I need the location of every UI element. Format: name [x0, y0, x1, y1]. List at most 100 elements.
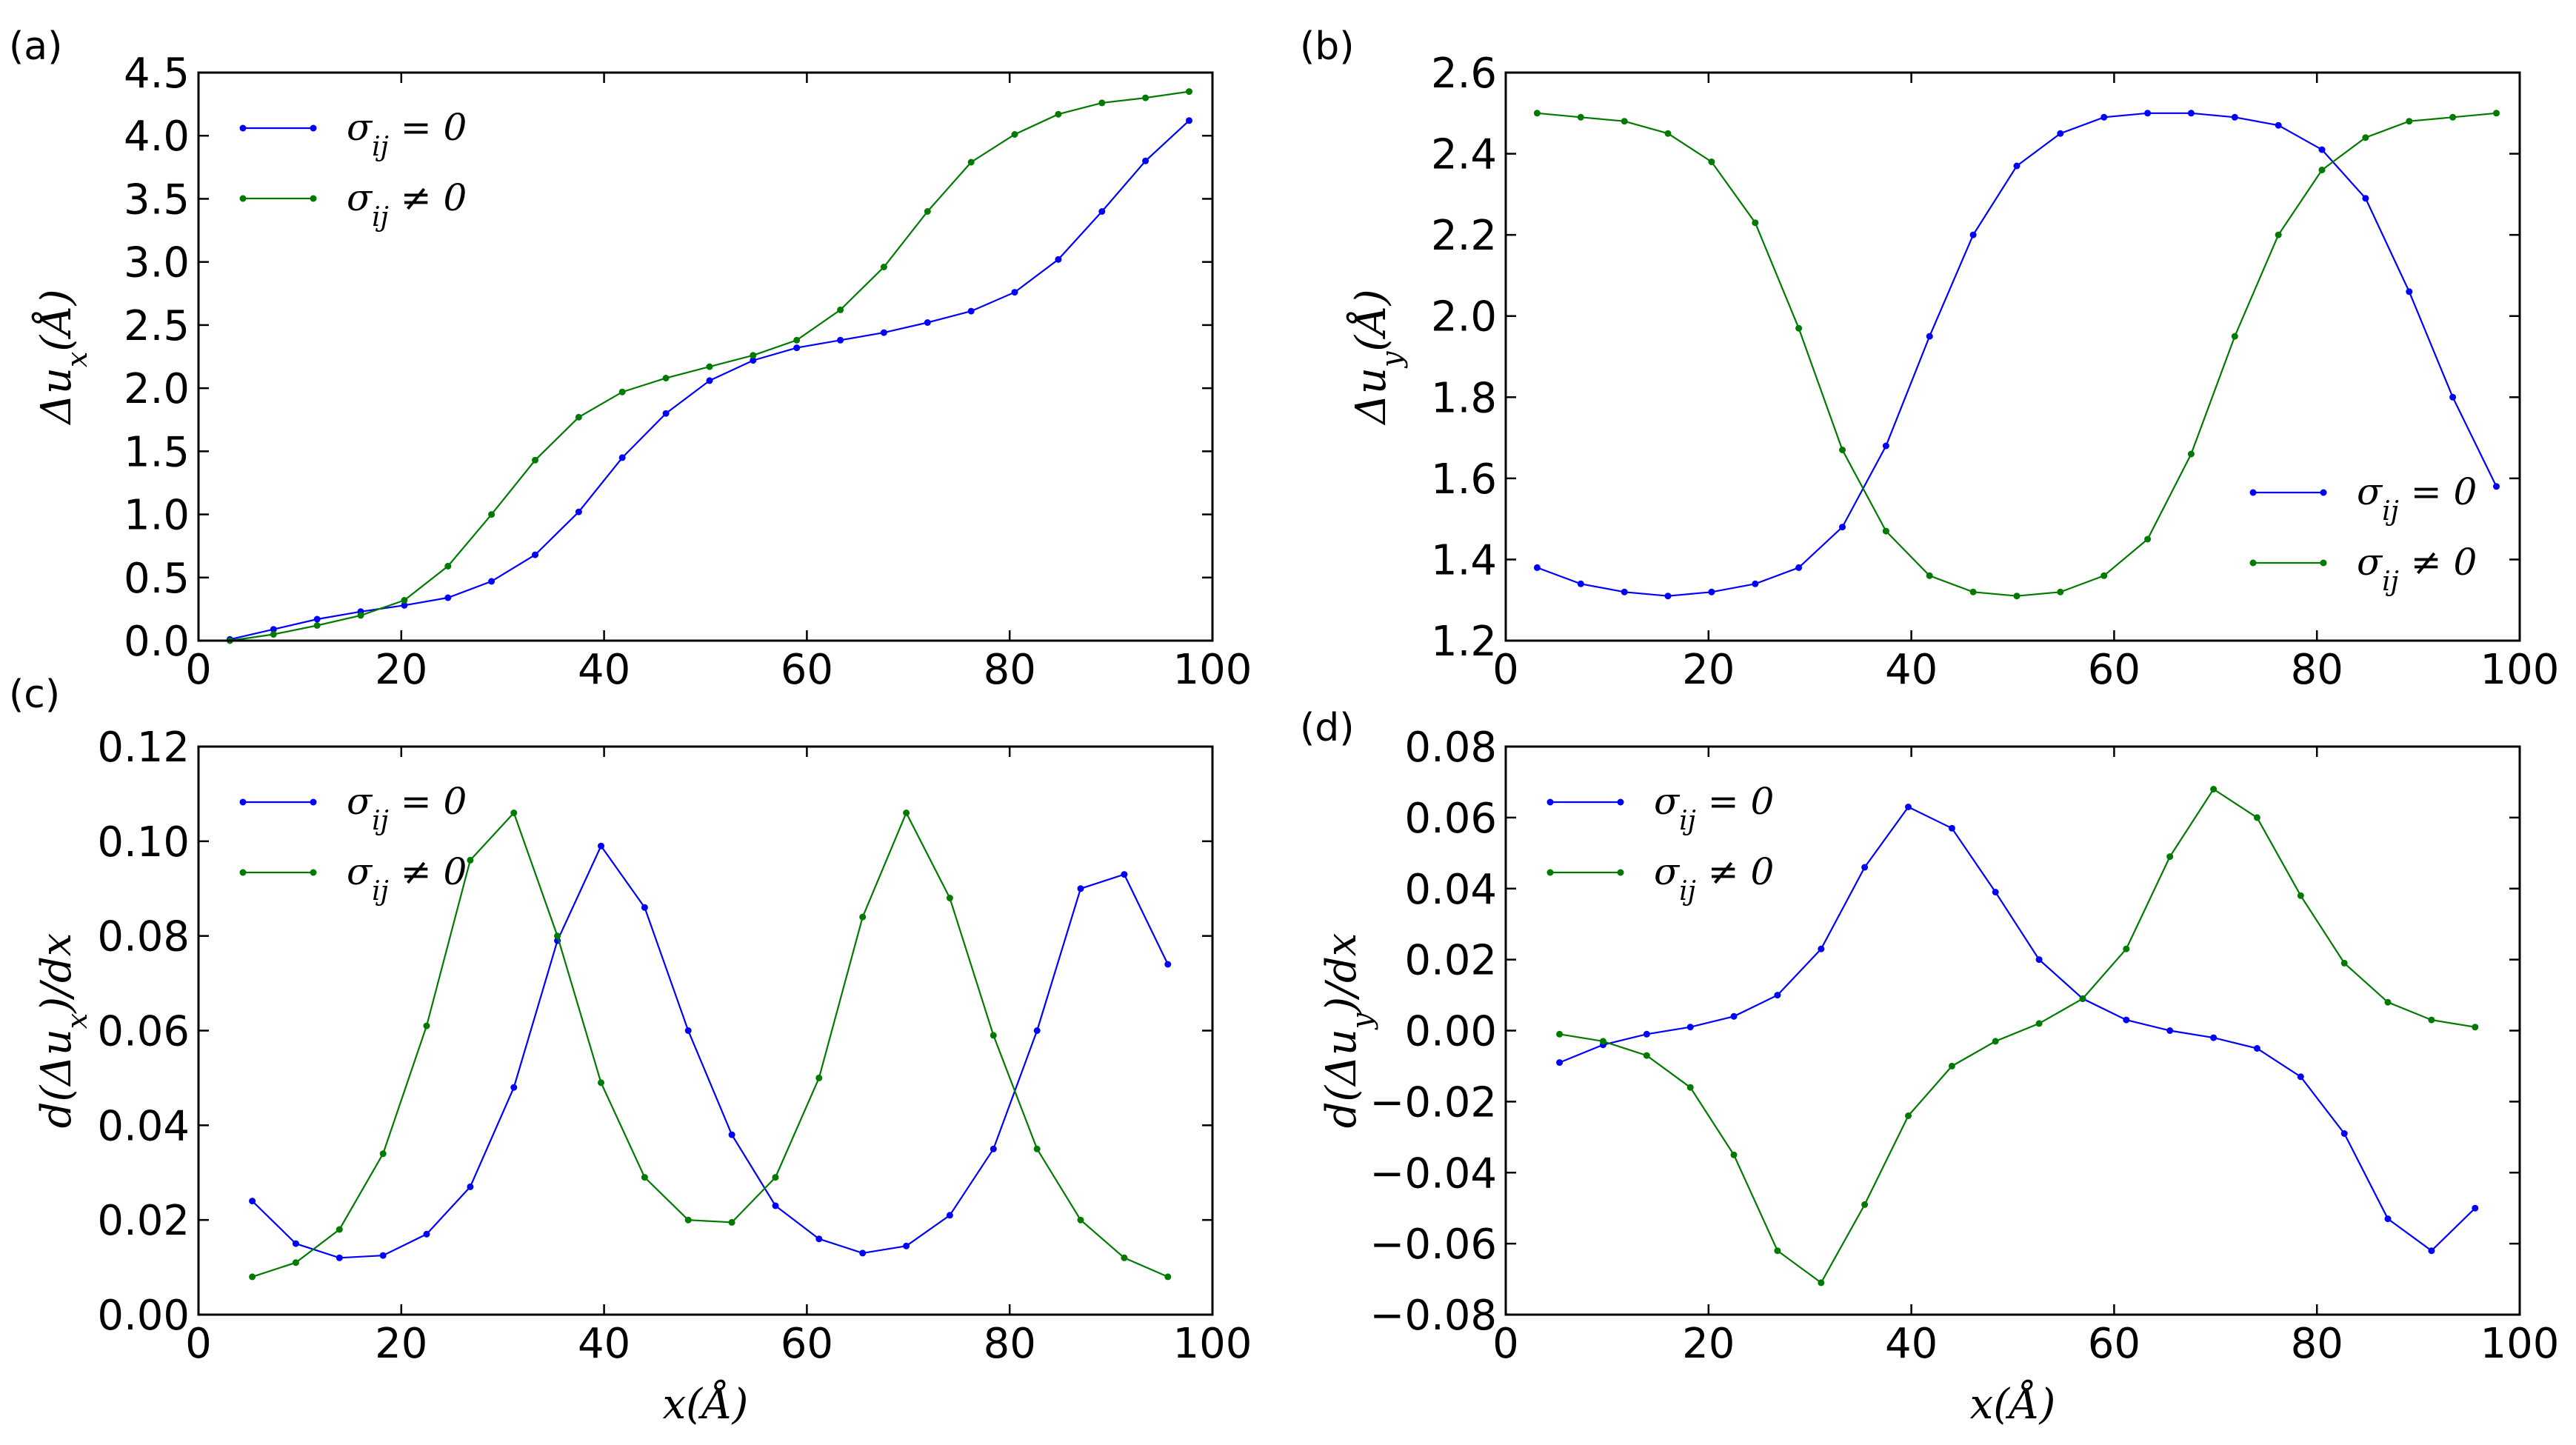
- data-point: [1839, 524, 1846, 531]
- y-tick-label: 0.00: [97, 1292, 190, 1340]
- data-point: [1643, 1030, 1650, 1038]
- data-point: [2275, 121, 2282, 129]
- data-point: [1992, 889, 1999, 895]
- axes-frame: [197, 745, 1214, 1316]
- data-point: [1164, 961, 1172, 968]
- legend-marker: [239, 124, 247, 132]
- data-point: [880, 329, 887, 336]
- data-point: [1121, 1254, 1128, 1261]
- data-point: [467, 856, 474, 864]
- data-point: [1774, 992, 1781, 999]
- data-point: [1752, 580, 1759, 587]
- data-point: [2013, 593, 2021, 600]
- y-tick-label: 1.2: [1431, 618, 1497, 666]
- data-point: [1033, 1027, 1041, 1034]
- data-point: [1905, 1112, 1912, 1119]
- data-point: [423, 1230, 430, 1238]
- data-point: [2166, 1027, 2174, 1034]
- data-point: [488, 578, 495, 585]
- data-point: [2493, 110, 2500, 117]
- y-tick-label: 0.04: [1404, 866, 1497, 914]
- data-point: [1818, 1279, 1825, 1287]
- series-line-2: [1559, 787, 2475, 1284]
- data-point: [2144, 110, 2152, 117]
- series-line-2: [1537, 112, 2497, 597]
- x-tick-label: 80: [984, 1320, 1036, 1368]
- x-tick-label: 40: [578, 1320, 630, 1368]
- data-point: [859, 1249, 867, 1257]
- data-point: [292, 1259, 299, 1267]
- panel-label: (b): [1300, 24, 1355, 69]
- y-tick-label: 1.5: [124, 428, 190, 476]
- data-point: [1948, 824, 1955, 832]
- x-tick-label: 20: [375, 1320, 427, 1368]
- axes-frame: [1504, 71, 2521, 642]
- data-point: [1142, 94, 1149, 101]
- data-point: [2406, 118, 2413, 125]
- data-point: [946, 895, 953, 901]
- data-point: [2472, 1024, 2479, 1031]
- data-point: [2035, 1020, 2043, 1027]
- y-tick-label: 4.5: [124, 50, 190, 98]
- y-tick-label: 0.5: [124, 555, 190, 603]
- data-point: [2253, 1045, 2260, 1052]
- data-point: [270, 631, 277, 638]
- data-point: [1861, 864, 1869, 871]
- legend-marker: [239, 798, 247, 806]
- data-point: [903, 810, 910, 816]
- x-tick-label: 20: [375, 646, 427, 694]
- legend-label: σij = 0: [347, 106, 467, 162]
- data-point: [292, 1240, 299, 1247]
- data-point: [728, 1131, 735, 1138]
- x-tick-label: 40: [1885, 1320, 1938, 1368]
- data-point: [2493, 483, 2500, 490]
- y-tick-label: 0.08: [1404, 724, 1497, 772]
- x-tick-label: 0: [1492, 646, 1519, 694]
- data-point: [2187, 450, 2195, 458]
- y-tick-label: 0.02: [1404, 937, 1497, 985]
- data-point: [815, 1074, 823, 1081]
- data-point: [880, 264, 887, 270]
- data-point: [249, 1273, 256, 1281]
- x-tick-label: 100: [2480, 1320, 2560, 1368]
- data-point: [2384, 998, 2392, 1006]
- legend-marker: [1546, 798, 1554, 806]
- data-point: [1730, 1012, 1738, 1020]
- data-point: [357, 612, 364, 619]
- data-point: [1839, 447, 1846, 453]
- data-point: [1969, 231, 1977, 238]
- data-point: [2035, 956, 2043, 964]
- data-point: [1098, 208, 1106, 215]
- chart-panel-c: (c) 0 20 40 60 80 100 0.00 0.02 0.04 0.06 0.08 0.10 0…: [9, 673, 1252, 1429]
- data-point: [662, 410, 670, 417]
- data-point: [1556, 1059, 1564, 1067]
- data-point: [1186, 88, 1192, 96]
- data-point: [1664, 593, 1672, 600]
- legend-marker: [310, 124, 317, 132]
- data-point: [990, 1145, 997, 1152]
- data-point: [598, 842, 604, 850]
- y-tick-label: 3.5: [124, 176, 190, 224]
- data-point: [2297, 1073, 2304, 1081]
- x-tick-label: 0: [185, 1320, 212, 1368]
- data-point: [423, 1022, 430, 1029]
- data-point: [706, 363, 713, 370]
- y-tick-label: 1.6: [1431, 455, 1497, 504]
- data-point: [990, 1032, 997, 1039]
- data-point: [2275, 231, 2282, 238]
- data-point: [2297, 892, 2304, 899]
- data-point: [1730, 1151, 1738, 1158]
- y-tick-label: −0.06: [1369, 1221, 1497, 1269]
- y-tick-label: 0.08: [97, 913, 190, 961]
- legend-marker: [310, 869, 317, 876]
- data-point: [2340, 1130, 2348, 1137]
- x-tick-label: 20: [1682, 1320, 1735, 1368]
- data-point: [1882, 442, 1889, 450]
- y-tick-label: 0.0: [124, 618, 190, 666]
- data-point: [2100, 113, 2108, 121]
- data-point: [2057, 588, 2064, 595]
- legend-marker: [2320, 489, 2327, 496]
- data-point: [575, 413, 582, 421]
- data-point: [1926, 572, 1933, 579]
- data-point: [1533, 110, 1541, 117]
